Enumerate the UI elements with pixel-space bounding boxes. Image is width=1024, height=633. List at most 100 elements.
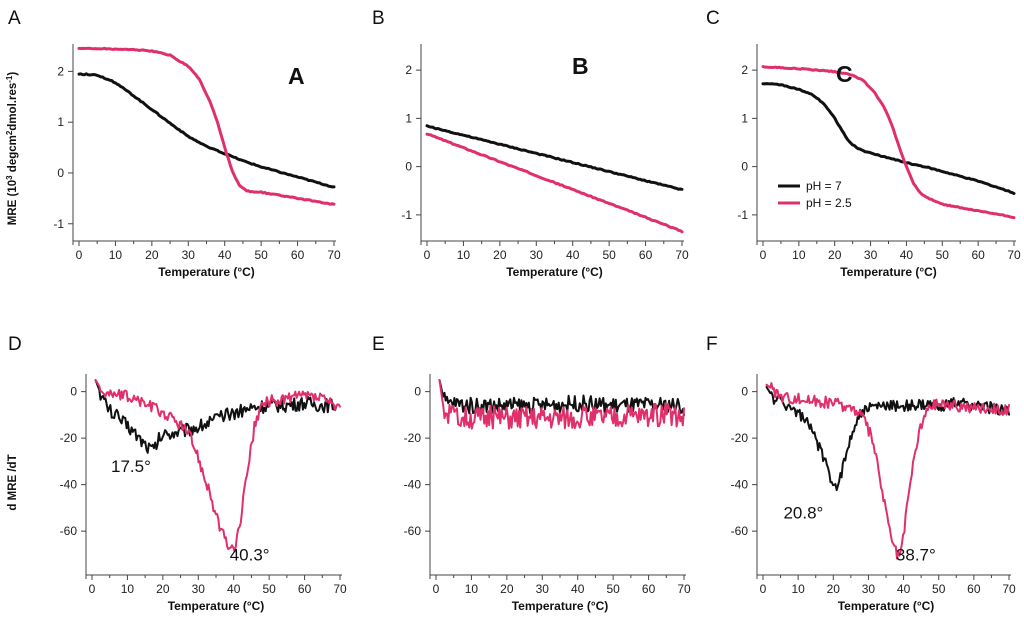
y-tick-label: -20 <box>731 431 749 445</box>
x-tick-label: 0 <box>76 248 83 262</box>
y-tick-label: 1 <box>741 111 748 125</box>
panel-f: F 0 10 20 30 40 50 60 70 0 -20 -40 -60 Temperature (°… <box>706 334 1016 613</box>
x-tick-label: 20 <box>156 582 170 596</box>
y-tick-label: 0 <box>741 385 748 399</box>
y-tick-label: -40 <box>404 478 422 492</box>
y-tick-label: -20 <box>60 431 78 445</box>
x-tick-label: 40 <box>897 582 911 596</box>
x-tick-label: 70 <box>327 248 341 262</box>
x-tick-label: 70 <box>1002 582 1016 596</box>
y-tick-label: -40 <box>731 478 749 492</box>
x-tick-label: 10 <box>109 248 123 262</box>
inset-label: A <box>288 63 305 89</box>
panel-d: D 0 10 20 30 40 50 60 70 0 -20 -40 -60 Temperature (°… <box>7 334 347 613</box>
series-line-ph-2-5 <box>765 382 1010 560</box>
y-tick-label: -20 <box>404 431 422 445</box>
y-tick-label: 1 <box>57 115 64 129</box>
x-tick-label: 30 <box>182 248 196 262</box>
x-tick-label: 60 <box>967 582 981 596</box>
x-tick-label: 10 <box>457 248 471 262</box>
panel-label: F <box>706 334 718 355</box>
y-tick-label: 2 <box>57 64 64 78</box>
peak-annotation: 40.3° <box>230 545 270 564</box>
x-tick-label: 60 <box>971 248 985 262</box>
panel-label: A <box>8 8 21 29</box>
legend-entry: pH = 2.5 <box>806 196 852 210</box>
x-tick-label: 30 <box>862 582 876 596</box>
x-tick-label: 70 <box>333 582 347 596</box>
panel-label: B <box>372 8 385 29</box>
series-line-ph-2-5 <box>77 46 336 206</box>
x-tick-label: 0 <box>424 248 431 262</box>
x-tick-label: 20 <box>827 582 841 596</box>
x-tick-label: 30 <box>536 582 550 596</box>
series-line-ph-2-5 <box>438 379 685 430</box>
series-line-ph-7 <box>425 124 684 191</box>
x-axis-label: Temperature (°C) <box>158 265 255 279</box>
x-axis-label: Temperature (°C) <box>506 265 603 279</box>
y-tick-label: 1 <box>405 111 412 125</box>
x-tick-label: 0 <box>89 582 96 596</box>
x-tick-label: 60 <box>298 582 312 596</box>
series-line-ph-2-5 <box>425 132 684 234</box>
x-tick-label: 30 <box>192 582 206 596</box>
x-tick-label: 30 <box>864 248 878 262</box>
y-tick-label: 0 <box>405 160 412 174</box>
inset-label: C <box>836 61 853 87</box>
x-axis-label: Temperature (°C) <box>838 599 935 613</box>
x-tick-label: 60 <box>291 248 305 262</box>
x-tick-label: 20 <box>493 248 507 262</box>
x-tick-label: 0 <box>760 582 767 596</box>
x-axis-label: Temperature (°C) <box>168 599 265 613</box>
x-tick-label: 50 <box>932 582 946 596</box>
y-tick-label: -60 <box>404 524 422 538</box>
x-tick-label: 40 <box>227 582 241 596</box>
x-tick-label: 60 <box>639 248 653 262</box>
x-axis-label: Temperature (°C) <box>512 599 609 613</box>
x-tick-label: 50 <box>936 248 950 262</box>
y-tick-label: -40 <box>60 478 78 492</box>
panel-e: E 0 10 20 30 40 50 60 70 0 -20 -40 -60 Temperature (°… <box>372 334 691 613</box>
x-tick-label: 50 <box>254 248 268 262</box>
series-line-ph-7 <box>77 72 336 189</box>
peak-annotation: 17.5° <box>111 457 151 476</box>
x-tick-label: 40 <box>900 248 914 262</box>
y-tick-label: 0 <box>414 385 421 399</box>
legend: pH = 7 pH = 2.5 <box>778 179 852 210</box>
series-line-ph-7 <box>94 379 338 454</box>
inset-label: B <box>572 53 589 79</box>
panel-b: B 0 10 20 30 40 50 60 70 -1 0 1 2 Temperature (°C) B <box>372 8 689 279</box>
x-tick-label: 50 <box>262 582 276 596</box>
x-tick-label: 40 <box>571 582 585 596</box>
y-tick-label: -60 <box>731 524 749 538</box>
peak-annotation: 20.8° <box>783 504 823 523</box>
x-tick-label: 20 <box>500 582 514 596</box>
y-tick-label: -1 <box>401 208 412 222</box>
x-tick-label: 40 <box>218 248 232 262</box>
y-tick-label: 2 <box>741 63 748 77</box>
x-tick-label: 60 <box>642 582 656 596</box>
series-line-ph-2-5 <box>761 65 1016 220</box>
y-tick-label: 0 <box>70 385 77 399</box>
y-tick-label: -1 <box>53 217 64 231</box>
x-tick-label: 30 <box>530 248 544 262</box>
x-tick-label: 20 <box>145 248 159 262</box>
x-tick-label: 10 <box>465 582 479 596</box>
x-tick-label: 70 <box>1007 248 1021 262</box>
panel-c: C 0 10 20 30 40 50 60 70 -1 0 1 2 Temperature (°C) CpH… <box>706 8 1021 279</box>
x-tick-label: 10 <box>121 582 135 596</box>
peak-annotation: 38.7° <box>896 545 936 564</box>
legend-entry: pH = 7 <box>806 179 842 193</box>
y-tick-label: 2 <box>405 63 412 77</box>
x-tick-label: 70 <box>675 248 689 262</box>
y-tick-label: 0 <box>741 160 748 174</box>
panel-a: A 0 10 20 30 40 50 60 70 -1 0 1 2 Temperature (°C) MRE… <box>5 8 341 279</box>
panel-label: D <box>8 334 22 355</box>
x-tick-label: 10 <box>792 248 806 262</box>
x-tick-label: 40 <box>566 248 580 262</box>
panel-label: E <box>372 334 385 355</box>
x-axis-label: Temperature (°C) <box>840 265 937 279</box>
panel-label: C <box>706 8 720 29</box>
x-tick-label: 0 <box>760 248 767 262</box>
